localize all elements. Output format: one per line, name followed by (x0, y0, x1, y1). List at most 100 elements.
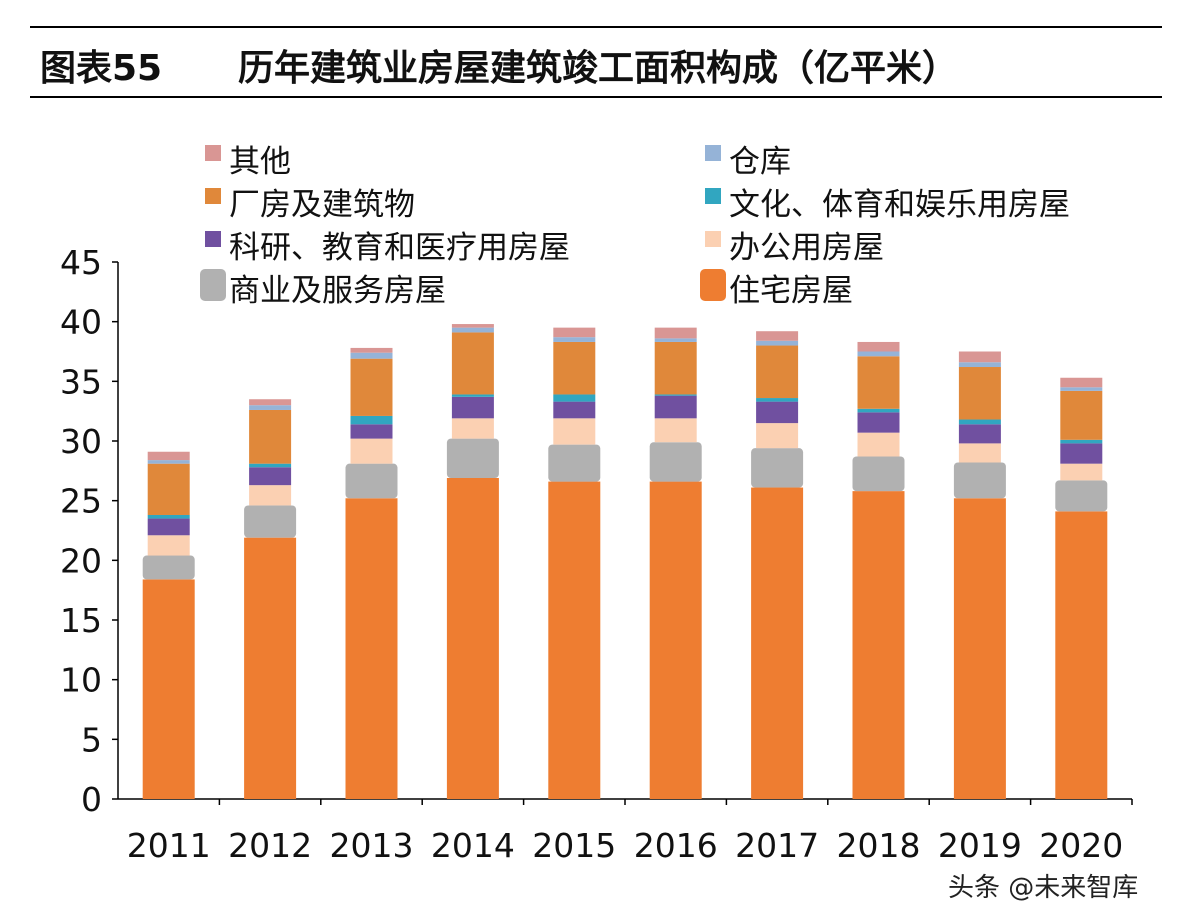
bar-segment-2012-6 (249, 405, 292, 410)
bar-segment-2020-2 (1060, 463, 1103, 481)
y-tick-label: 10 (60, 661, 102, 700)
bar-segment-2018-3 (857, 412, 900, 433)
legend-label: 文化、体育和娱乐用房屋 (729, 187, 1070, 223)
bar-segment-2020-0 (1055, 511, 1108, 799)
legend-swatch (205, 231, 221, 247)
y-tick-label: 40 (60, 303, 102, 342)
bar-segment-2013-5 (350, 358, 393, 416)
bar-segment-2020-7 (1060, 377, 1103, 388)
bar-segment-2016-7 (654, 327, 697, 339)
bar-segment-2018-5 (857, 356, 900, 409)
bar-segment-2014-5 (451, 332, 494, 395)
bar-segment-2014-2 (451, 418, 494, 439)
bar-segment-2019-1 (953, 462, 1006, 499)
bar-segment-2016-5 (654, 341, 697, 395)
bar-segment-2011-2 (147, 535, 190, 556)
bar-segment-2018-4 (857, 408, 900, 413)
bar-segment-2017-3 (756, 401, 799, 424)
bar-segment-2019-7 (958, 351, 1001, 363)
legend-swatch (705, 231, 721, 247)
y-tick-label: 35 (60, 362, 102, 401)
bar-segment-2016-0 (649, 481, 702, 799)
x-tick-label: 2012 (228, 826, 312, 865)
bar-segment-2012-0 (244, 537, 297, 799)
legend-swatch (205, 188, 221, 204)
bar-segment-2020-1 (1055, 480, 1108, 512)
bar-segment-2012-5 (249, 409, 292, 464)
bar-segment-2017-0 (751, 487, 804, 799)
legend-label: 厂房及建筑物 (229, 187, 415, 223)
bar-segment-2016-2 (654, 418, 697, 443)
bar-segment-2012-1 (244, 505, 297, 538)
chart-title: 历年建筑业房屋建筑竣工面积构成（亿平米） (238, 48, 958, 89)
x-tick-label: 2019 (938, 826, 1022, 865)
bar-segment-2015-1 (548, 444, 601, 482)
bar-segment-2012-4 (249, 463, 292, 468)
bar-segment-2013-1 (345, 463, 398, 499)
x-tick-label: 2017 (735, 826, 819, 865)
x-tick-label: 2018 (837, 826, 921, 865)
bar-segment-2015-4 (553, 394, 596, 402)
bar-segment-2012-7 (249, 399, 292, 406)
bar-segment-2017-4 (756, 398, 799, 402)
bar-segment-2019-6 (958, 362, 1001, 368)
bar-segment-2011-5 (147, 463, 190, 515)
bar-segment-2020-6 (1060, 387, 1103, 391)
bar-segment-2016-1 (649, 442, 702, 482)
bar-segment-2011-7 (147, 451, 190, 461)
watermark: 头条 @未来智库 (948, 873, 1138, 902)
legend-label: 仓库 (729, 144, 791, 180)
bar-segment-2013-3 (350, 424, 393, 439)
legend-label: 办公用房屋 (729, 230, 884, 266)
legend-swatch (705, 145, 721, 161)
bar-segment-2019-2 (958, 443, 1001, 463)
bar-segment-2015-7 (553, 327, 596, 338)
bar-segment-2020-3 (1060, 443, 1103, 464)
bar-segment-2019-5 (958, 367, 1001, 420)
bar-segment-2011-4 (147, 514, 190, 519)
y-tick-label: 25 (60, 482, 102, 521)
bar-segment-2014-3 (451, 396, 494, 419)
bar-segment-2011-6 (147, 460, 190, 464)
figure-label: 图表55 (40, 48, 162, 89)
bar-segment-2013-6 (350, 352, 393, 359)
legend-swatch (205, 145, 221, 161)
y-tick-label: 20 (60, 541, 102, 580)
bar-segment-2016-6 (654, 338, 697, 342)
bar-segment-2014-6 (451, 327, 494, 333)
bar-segment-2017-5 (756, 345, 799, 399)
x-tick-label: 2011 (127, 826, 211, 865)
bar-segment-2014-0 (446, 477, 499, 799)
legend-swatch (700, 269, 726, 301)
bar-segment-2015-6 (553, 337, 596, 342)
bar-segment-2015-3 (553, 401, 596, 419)
bar-segment-2018-1 (852, 456, 905, 492)
bar-segment-2013-2 (350, 438, 393, 464)
bar-segment-2013-0 (345, 498, 398, 799)
bar-segment-2016-3 (654, 395, 697, 419)
bar-segment-2012-3 (249, 467, 292, 486)
axes: 0 5 10 15 20 25 30 35 40 45 2011 2012 2013 2014 2015 20… (60, 243, 1133, 865)
bar-segment-2015-0 (548, 481, 601, 799)
bar-segment-2019-3 (958, 424, 1001, 444)
bar-segment-2016-4 (654, 394, 697, 396)
x-tick-label: 2015 (532, 826, 616, 865)
x-tick-label: 2016 (634, 826, 718, 865)
bar-segment-2017-1 (751, 448, 804, 488)
x-tick-label: 2014 (431, 826, 515, 865)
bar-segment-2015-2 (553, 418, 596, 445)
bar-segment-2011-1 (142, 555, 195, 580)
bar-segment-2020-4 (1060, 439, 1103, 444)
bar-segment-2019-4 (958, 419, 1001, 425)
legend-label: 科研、教育和医疗用房屋 (229, 230, 570, 266)
bar-segment-2011-0 (142, 579, 195, 799)
legend-swatch (200, 269, 226, 301)
y-tick-label: 15 (60, 601, 102, 640)
bar-segment-2017-2 (756, 423, 799, 449)
bar-segment-2012-2 (249, 485, 292, 506)
legend-swatch (705, 188, 721, 204)
bar-segment-2013-7 (350, 347, 393, 353)
bar-segment-2013-4 (350, 415, 393, 425)
bar-segment-2018-0 (852, 491, 905, 799)
